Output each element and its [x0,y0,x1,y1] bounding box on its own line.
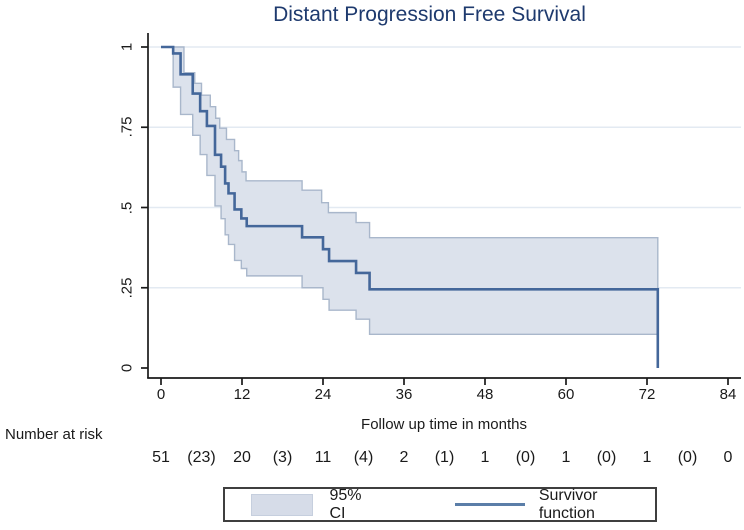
legend-survivor-label: Survivor function [538,486,598,522]
x-tick-label: 72 [638,386,656,403]
risk-count: 0 [723,449,733,466]
risk-count: (0) [515,449,536,466]
risk-count: 11 [314,449,332,466]
y-tick-label: .25 [118,277,136,299]
risk-count: 51 [152,449,170,466]
number-at-risk-label: Number at risk [5,426,103,443]
risk-count: 2 [399,449,409,466]
x-tick-label: 60 [557,386,575,403]
chart-title: Distant Progression Free Survival [273,3,586,26]
y-tick-label: .75 [118,116,136,138]
x-tick-label: 84 [719,386,737,403]
x-tick-label: 12 [233,386,251,403]
y-tick-label: 0 [118,363,136,373]
risk-count: (3) [272,449,293,466]
risk-count: (4) [353,449,374,466]
legend-ci-label: 95% CI [329,486,362,522]
y-tick-label: .5 [118,201,136,214]
x-axis-title: Follow up time in months [361,416,527,433]
risk-count: (0) [677,449,698,466]
ci-band [161,46,659,335]
risk-count: 1 [642,449,652,466]
x-tick-label: 48 [476,386,494,403]
risk-count: (1) [434,449,455,466]
risk-count: 1 [561,449,571,466]
x-tick-label: 24 [314,386,332,403]
x-tick-label: 36 [395,386,413,403]
survivor-line-swatch [454,503,525,506]
legend: 95% CI Survivor function [223,487,657,522]
x-tick-label: 0 [156,386,166,403]
risk-count: (0) [596,449,617,466]
y-tick-label: 1 [118,42,136,52]
ci-band-swatch [251,493,314,516]
risk-count: 1 [480,449,490,466]
risk-count: (23) [187,449,216,466]
risk-count: 20 [233,449,251,466]
survivor-curve [161,45,660,368]
